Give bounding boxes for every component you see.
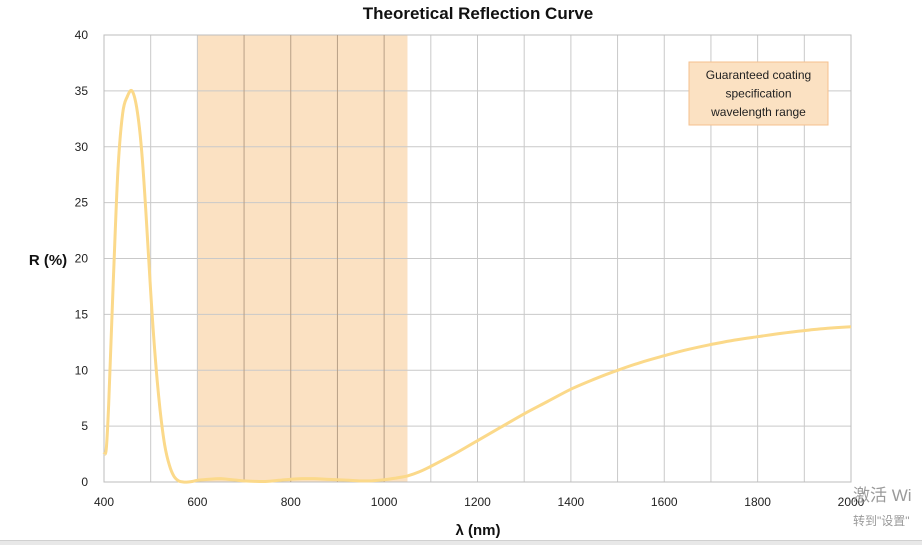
- y-tick-label: 20: [75, 252, 89, 266]
- x-axis-label: λ (nm): [456, 522, 501, 539]
- chart-title: Theoretical Reflection Curve: [363, 4, 594, 23]
- x-tick-label: 1200: [464, 495, 491, 509]
- x-tick-label: 1800: [744, 495, 771, 509]
- watermark-line-1: 激活 Wi: [853, 486, 912, 505]
- band-annotation-text: wavelength range: [710, 105, 806, 119]
- x-tick-label: 800: [281, 495, 301, 509]
- band-annotation-text: specification: [725, 87, 791, 101]
- y-axis-label: R (%): [29, 252, 67, 269]
- x-tick-label: 1000: [371, 495, 398, 509]
- watermark-line-2: 转到"设置": [853, 513, 910, 528]
- band-annotation-text: Guaranteed coating: [706, 68, 811, 82]
- reflection-curve: [102, 88, 852, 484]
- x-tick-label: 600: [187, 495, 207, 509]
- y-tick-label: 35: [75, 84, 89, 98]
- y-tick-label: 10: [75, 363, 89, 377]
- plot-frame: [103, 34, 852, 483]
- taskbar-edge: [0, 540, 922, 545]
- y-tick-label: 25: [75, 196, 89, 210]
- y-tick-label: 15: [75, 307, 89, 321]
- y-tick-label: 0: [81, 475, 88, 489]
- y-tick-label: 30: [75, 140, 89, 154]
- x-tick-label: 1600: [651, 495, 678, 509]
- x-tick-label: 1400: [558, 495, 585, 509]
- y-tick-label: 40: [75, 28, 89, 42]
- band-annotation-box: [688, 61, 829, 126]
- x-tick-label: 400: [94, 495, 114, 509]
- y-tick-label: 5: [81, 419, 88, 433]
- x-tick-label: 2000: [838, 495, 865, 509]
